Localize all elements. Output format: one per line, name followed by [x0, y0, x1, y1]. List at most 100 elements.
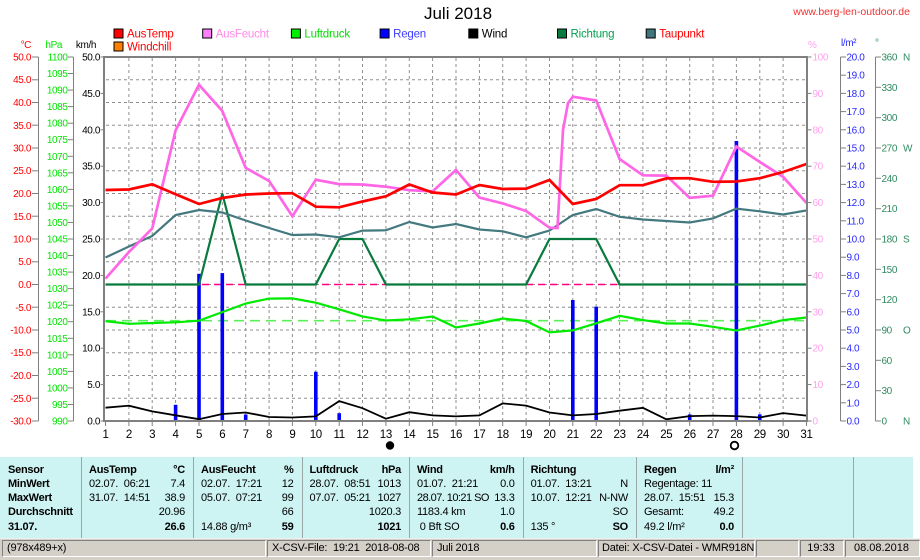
- svg-text:8: 8: [266, 429, 272, 441]
- svg-text:1065: 1065: [47, 168, 68, 179]
- svg-text:90: 90: [813, 89, 824, 100]
- svg-text:30: 30: [813, 307, 824, 318]
- svg-text:60: 60: [882, 356, 893, 367]
- svg-text:0.0: 0.0: [87, 417, 101, 428]
- svg-text:0: 0: [882, 417, 888, 428]
- svg-text:16.0: 16.0: [847, 125, 866, 136]
- svg-text:11: 11: [334, 429, 345, 441]
- svg-text:330: 330: [882, 83, 898, 94]
- svg-text:60: 60: [813, 198, 824, 209]
- svg-text:1020: 1020: [47, 317, 68, 328]
- svg-text:4.0: 4.0: [847, 344, 861, 355]
- svg-text:O: O: [903, 326, 911, 337]
- svg-text:30.0: 30.0: [82, 198, 101, 209]
- svg-text:50.0: 50.0: [82, 53, 101, 64]
- svg-text:100: 100: [813, 53, 829, 64]
- svg-text:20: 20: [813, 344, 824, 355]
- svg-text:40.0: 40.0: [82, 125, 101, 136]
- svg-text:4: 4: [173, 429, 180, 441]
- svg-text:1.0: 1.0: [847, 398, 861, 409]
- svg-text:°C: °C: [21, 40, 32, 51]
- svg-text:Luftdruck: Luftdruck: [304, 29, 350, 41]
- svg-text:10: 10: [310, 429, 322, 441]
- svg-text:31: 31: [800, 429, 812, 441]
- svg-text:1045: 1045: [47, 235, 68, 246]
- svg-text:%: %: [808, 40, 817, 51]
- svg-text:Regen: Regen: [393, 29, 426, 41]
- svg-text:1090: 1090: [47, 86, 68, 97]
- svg-text:240: 240: [882, 174, 898, 185]
- svg-text:-20.0: -20.0: [10, 371, 32, 382]
- svg-text:18: 18: [497, 429, 509, 441]
- svg-text:0.0: 0.0: [18, 280, 32, 291]
- svg-text:13.0: 13.0: [847, 180, 866, 191]
- svg-text:12.0: 12.0: [847, 198, 866, 209]
- svg-text:50: 50: [813, 235, 824, 246]
- svg-text:10.0: 10.0: [13, 235, 32, 246]
- svg-text:N: N: [903, 417, 910, 428]
- svg-text:-5.0: -5.0: [15, 303, 31, 314]
- svg-text:7.0: 7.0: [847, 289, 861, 300]
- svg-text:10.0: 10.0: [82, 344, 101, 355]
- svg-text:-25.0: -25.0: [10, 394, 32, 405]
- svg-text:9: 9: [289, 429, 295, 441]
- svg-text:3.0: 3.0: [847, 362, 861, 373]
- svg-text:25.0: 25.0: [82, 235, 101, 246]
- svg-text:AusFeucht: AusFeucht: [216, 29, 270, 41]
- svg-text:20: 20: [543, 429, 555, 441]
- svg-text:30: 30: [777, 429, 789, 441]
- svg-text:1010: 1010: [47, 350, 68, 361]
- svg-text:1095: 1095: [47, 69, 68, 80]
- svg-text:1080: 1080: [47, 119, 68, 130]
- svg-text:km/h: km/h: [76, 40, 96, 51]
- svg-text:16: 16: [450, 429, 462, 441]
- svg-text:15.0: 15.0: [847, 144, 866, 155]
- svg-text:-10.0: -10.0: [10, 326, 32, 337]
- svg-text:0: 0: [813, 417, 819, 428]
- svg-text:120: 120: [882, 295, 898, 306]
- svg-text:Richtung: Richtung: [571, 29, 615, 41]
- svg-text:11.0: 11.0: [847, 216, 865, 227]
- svg-text:70: 70: [813, 162, 824, 173]
- svg-text:1035: 1035: [47, 268, 68, 279]
- svg-text:40: 40: [813, 271, 824, 282]
- svg-text:180: 180: [882, 235, 898, 246]
- svg-text:l/m²: l/m²: [841, 38, 857, 49]
- svg-text:22: 22: [590, 429, 602, 441]
- svg-text:AusTemp: AusTemp: [127, 29, 174, 41]
- svg-text:19.0: 19.0: [847, 71, 866, 82]
- svg-text:27: 27: [707, 429, 719, 441]
- svg-text:1030: 1030: [47, 284, 68, 295]
- svg-text:45.0: 45.0: [13, 75, 32, 86]
- svg-text:Taupunkt: Taupunkt: [659, 29, 705, 41]
- svg-text:www.berg-len-outdoor.de: www.berg-len-outdoor.de: [792, 6, 910, 18]
- svg-text:30: 30: [882, 386, 893, 397]
- svg-text:5.0: 5.0: [87, 380, 101, 391]
- svg-text:45.0: 45.0: [82, 89, 101, 100]
- svg-text:15.0: 15.0: [13, 212, 32, 223]
- svg-text:30.0: 30.0: [13, 144, 32, 155]
- svg-text:-30.0: -30.0: [10, 417, 32, 428]
- svg-text:20.0: 20.0: [847, 53, 866, 64]
- svg-text:-15.0: -15.0: [10, 348, 32, 359]
- svg-text:17: 17: [473, 429, 485, 441]
- svg-text:8.0: 8.0: [847, 271, 861, 282]
- svg-text:2: 2: [126, 429, 132, 441]
- svg-text:990: 990: [52, 417, 68, 428]
- svg-text:23: 23: [613, 429, 625, 441]
- svg-text:17.0: 17.0: [847, 107, 866, 118]
- svg-text:19: 19: [520, 429, 532, 441]
- svg-text:150: 150: [882, 265, 898, 276]
- svg-text:Juli 2018: Juli 2018: [424, 4, 492, 23]
- svg-text:26: 26: [684, 429, 696, 441]
- svg-text:15: 15: [426, 429, 438, 441]
- svg-text:1000: 1000: [47, 383, 68, 394]
- svg-text:24: 24: [637, 429, 650, 441]
- svg-text:10.0: 10.0: [847, 235, 866, 246]
- svg-text:1050: 1050: [47, 218, 68, 229]
- svg-text:80: 80: [813, 125, 824, 136]
- svg-text:360: 360: [882, 53, 898, 64]
- svg-text:1075: 1075: [47, 135, 68, 146]
- svg-text:1: 1: [102, 429, 108, 441]
- svg-text:Windchill: Windchill: [127, 42, 171, 54]
